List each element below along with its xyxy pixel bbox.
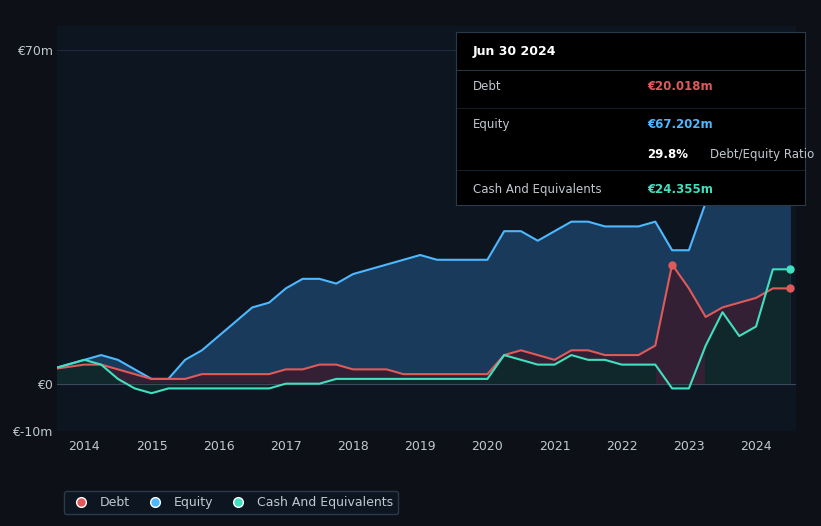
- Text: Debt: Debt: [473, 80, 502, 93]
- Text: Cash And Equivalents: Cash And Equivalents: [473, 183, 602, 196]
- Text: €67.202m: €67.202m: [648, 118, 713, 132]
- Text: 29.8%: 29.8%: [648, 148, 689, 161]
- Text: Equity: Equity: [473, 118, 511, 132]
- Text: €24.355m: €24.355m: [648, 183, 713, 196]
- Text: Jun 30 2024: Jun 30 2024: [473, 45, 557, 58]
- Text: €20.018m: €20.018m: [648, 80, 713, 93]
- Legend: Debt, Equity, Cash And Equivalents: Debt, Equity, Cash And Equivalents: [64, 491, 398, 514]
- Text: Debt/Equity Ratio: Debt/Equity Ratio: [710, 148, 814, 161]
